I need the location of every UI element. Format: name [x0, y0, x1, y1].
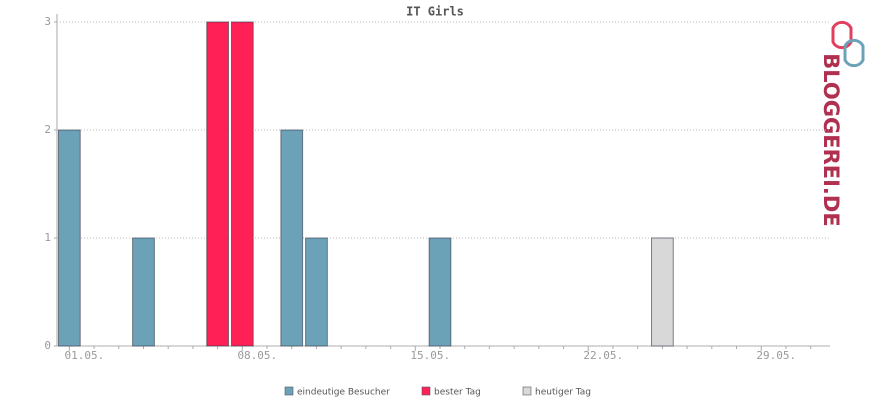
logo-text: BLOGGEREI.DE [819, 53, 843, 226]
bar [651, 237, 674, 347]
chart-title: IT Girls [406, 5, 464, 19]
bar [132, 237, 155, 347]
legend-label: eindeutige Besucher [297, 388, 390, 398]
bar [230, 21, 254, 347]
x-tick-label: 08.05. [237, 349, 277, 362]
y-tick-label: 3 [44, 15, 51, 28]
bar [280, 129, 304, 347]
y-tick-label: 0 [44, 339, 51, 352]
legend-label: bester Tag [434, 388, 481, 398]
y-tick-label: 2 [44, 123, 51, 136]
bar [206, 21, 229, 347]
x-tick-label: 01.05. [64, 349, 104, 362]
legend-swatch [522, 386, 532, 396]
x-tick-label: 22.05. [583, 349, 623, 362]
logo: BLOGGEREI.DE [819, 20, 865, 227]
legend-swatch [284, 386, 294, 396]
x-tick-label: 15.05. [410, 349, 450, 362]
legend: eindeutige Besucher bester Tag heutiger Ta… [284, 386, 591, 398]
legend-label: heutiger Tag [535, 388, 591, 398]
x-tick-label: 29.05. [756, 349, 796, 362]
bar [305, 237, 328, 347]
bar [57, 129, 81, 347]
legend-swatch [421, 386, 431, 396]
logo-icon [843, 38, 865, 68]
bar [428, 237, 452, 347]
y-tick-label: 1 [44, 231, 51, 244]
